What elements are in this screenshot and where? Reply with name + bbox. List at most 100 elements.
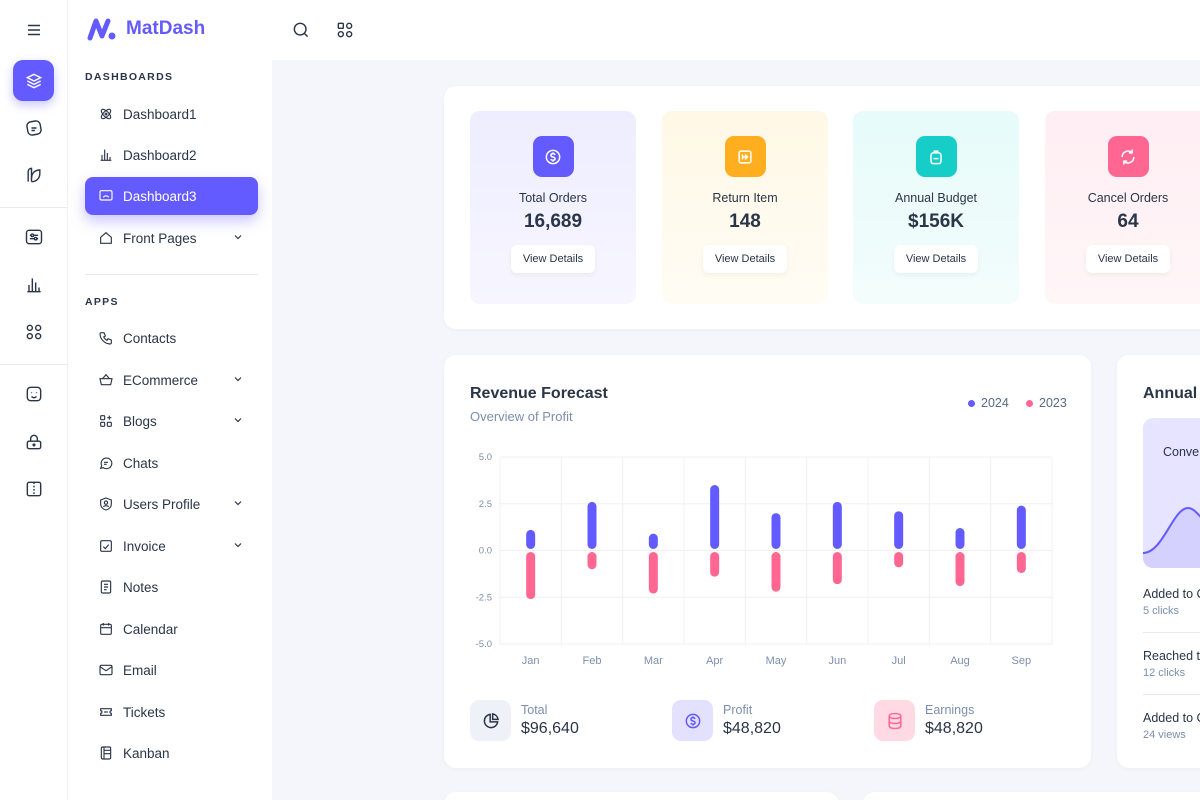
sidebar-item-front-pages[interactable]: Front Pages <box>85 219 258 257</box>
search-icon[interactable] <box>290 19 312 41</box>
list-item: Added to C 5 clicks <box>1143 587 1200 617</box>
sidebar-item-contacts[interactable]: Contacts <box>85 319 258 357</box>
logo-icon <box>87 18 116 41</box>
bar-2023 <box>832 552 842 585</box>
chevron-down-icon <box>232 373 244 388</box>
sidebar-item-invoice[interactable]: Invoice <box>85 527 258 565</box>
x-tick-label: Jul <box>892 655 906 667</box>
stat-value: $156K <box>908 211 964 232</box>
database-icon <box>874 700 915 741</box>
sidebar-item-blogs[interactable]: Blogs <box>85 402 258 440</box>
y-tick-label: -5.0 <box>476 639 492 650</box>
sidebar-item-users-profile[interactable]: Users Profile <box>85 485 258 523</box>
logo[interactable]: MatDash <box>86 16 205 42</box>
stat-annual-budget: Annual Budget $156K View Details <box>853 111 1019 304</box>
atom-icon <box>98 106 114 122</box>
leaf-icon[interactable] <box>13 154 54 195</box>
basket-icon <box>98 372 114 388</box>
summary-profit: Profit $48,820 <box>672 700 781 741</box>
adjustments-icon[interactable] <box>13 216 54 257</box>
phone-icon <box>98 330 114 346</box>
view-details-button[interactable]: View Details <box>510 245 596 273</box>
view-details-button[interactable]: View Details <box>893 245 979 273</box>
sidebar-item-label: Invoice <box>123 538 166 554</box>
menu-icon[interactable] <box>13 9 54 50</box>
bar-2024 <box>526 529 536 549</box>
sidebar: MatDash DASHBOARDS Dashboard1 Dashboard2… <box>68 0 272 800</box>
sidebar-item-label: Dashboard1 <box>123 106 197 122</box>
legend-item-2024: 2024 <box>968 396 1009 410</box>
sidebar-divider <box>85 274 258 275</box>
sidebar-item-chats[interactable]: Chats <box>85 444 258 482</box>
summary-label: Total <box>521 703 548 717</box>
legend-item-2023: 2023 <box>1026 396 1067 410</box>
stat-label: Return Item <box>712 191 778 205</box>
sidebar-item-kanban[interactable]: Kanban <box>85 734 258 772</box>
sidebar-item-label: ECommerce <box>123 372 199 388</box>
x-tick-label: Sep <box>1012 655 1032 667</box>
bar-2023 <box>771 552 781 592</box>
backpack-icon <box>915 136 957 177</box>
layers-icon[interactable] <box>13 60 54 101</box>
message-icon <box>98 455 114 471</box>
calendar-icon <box>98 621 114 637</box>
stat-value: 16,689 <box>523 211 583 232</box>
sidebar-item-dashboard2[interactable]: Dashboard2 <box>85 136 258 174</box>
bar-2024 <box>587 501 597 549</box>
chevron-down-icon <box>232 231 244 246</box>
bar-2023 <box>1016 552 1026 573</box>
app-name: MatDash <box>126 18 206 39</box>
summary-value: $96,640 <box>521 720 579 737</box>
x-tick-label: Aug <box>950 655 970 667</box>
apps-icon[interactable] <box>13 311 54 352</box>
sticker-icon[interactable] <box>13 107 54 148</box>
dollar-icon <box>532 136 574 177</box>
divider <box>1143 694 1200 695</box>
sidebar-item-label: Blogs <box>123 413 157 429</box>
sidebar-item-label: Calendar <box>123 621 178 637</box>
sidebar-item-ecommerce[interactable]: ECommerce <box>85 361 258 399</box>
list-item-sub: 24 views <box>1143 729 1186 741</box>
sidebar-item-email[interactable]: Email <box>85 651 258 689</box>
summary-value: $48,820 <box>925 720 983 737</box>
bar-2024 <box>710 485 720 549</box>
screen-share-icon <box>98 188 114 204</box>
chart-bar-icon[interactable] <box>13 264 54 305</box>
sidebar-item-label: Front Pages <box>123 230 197 246</box>
sidebar-item-notes[interactable]: Notes <box>85 568 258 606</box>
sidebar-item-tickets[interactable]: Tickets <box>85 693 258 731</box>
sidebar-item-label: Tickets <box>123 704 166 720</box>
view-details-button[interactable]: View Details <box>702 245 788 273</box>
sidebar-item-dashboard1[interactable]: Dashboard1 <box>85 95 258 133</box>
bar-2024 <box>832 501 842 549</box>
x-tick-label: May <box>766 655 787 667</box>
bottom-card-right <box>863 792 1200 800</box>
legend-dot <box>1026 399 1033 407</box>
revenue-chart: 5.0 2.5 0.0 -2.5 -5.0 Jan Feb Mar Apr May Jun Jul Au… <box>476 452 1053 667</box>
list-item: Reached to 12 clicks <box>1143 649 1200 679</box>
sidebar-item-label: Email <box>123 662 157 678</box>
layout-sidebar-icon[interactable] <box>13 468 54 509</box>
annual-profit-card: Annual P Conve Added to C 5 clicks Reache… <box>1117 355 1200 768</box>
summary-total: Total $96,640 <box>470 700 579 741</box>
stats-card: Total Orders 16,689 View Details Return … <box>444 86 1200 329</box>
sidebar-item-label: Dashboard3 <box>123 188 197 204</box>
sidebar-item-calendar[interactable]: Calendar <box>85 610 258 648</box>
summary-value: $48,820 <box>723 720 781 737</box>
card-subtitle: Overview of Profit <box>470 409 573 424</box>
conversion-line <box>1143 506 1200 568</box>
list-item-title: Added to C <box>1143 711 1200 725</box>
lock-icon[interactable] <box>13 421 54 462</box>
revenue-forecast-card: Revenue Forecast Overview of Profit 2024… <box>444 355 1091 768</box>
chevron-down-icon <box>232 497 244 512</box>
sidebar-item-dashboard3[interactable]: Dashboard3 <box>85 177 258 215</box>
mood-icon[interactable] <box>13 373 54 414</box>
sidebar-item-label: Notes <box>123 579 159 595</box>
summary-label: Profit <box>723 703 753 717</box>
x-tick-label: Apr <box>706 655 723 667</box>
view-details-button[interactable]: View Details <box>1085 245 1171 273</box>
list-item-sub: 12 clicks <box>1143 667 1186 679</box>
apps-icon[interactable] <box>334 19 356 41</box>
stat-label: Cancel Orders <box>1087 191 1169 205</box>
chart-bar-icon <box>98 147 114 163</box>
